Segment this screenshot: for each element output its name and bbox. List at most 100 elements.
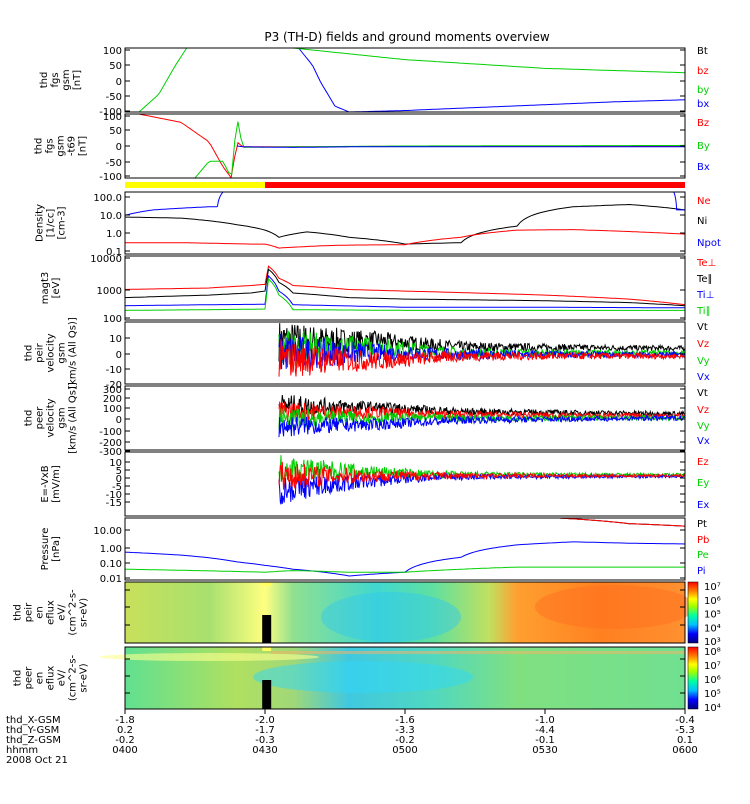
spectrogram-feature (270, 651, 685, 654)
tick-label: 50 (109, 126, 122, 137)
tick-label: 0 (116, 415, 122, 426)
tick-label: 10.00 (93, 526, 122, 537)
legend-Ez: Ez (697, 457, 709, 468)
panel-peir-spectrogram: 10⁷ 10⁶ 10⁵ 10⁴ 10³ thdpeirenefluxeV/(cm^2-s-… (13, 581, 721, 648)
tick-label: 100.0 (93, 193, 122, 204)
series-Pb (559, 518, 685, 527)
y-axis-label-line: velocity (46, 333, 57, 372)
status-segment (125, 182, 265, 188)
y-axis-label-line: eflux (46, 666, 57, 691)
y-axis-label-line: sr-eV) (79, 598, 90, 627)
series-By (194, 121, 685, 178)
series-Pe (125, 566, 685, 573)
colorbar-label: 10⁸ (704, 647, 721, 658)
x-axis-value: 0.1 (677, 735, 693, 746)
colorbar-label: 10⁴ (704, 703, 721, 714)
data-gap (262, 615, 272, 643)
y-axis-label: thdpeirvelocitygsm[km/s (All Qs)] (24, 317, 79, 389)
y-axis-label-line: fgs (45, 138, 56, 153)
x-axis-value: -3.3 (395, 725, 415, 736)
tick-label: 100 (103, 314, 122, 325)
tick-label: -50 (106, 92, 122, 103)
series-Npot (125, 192, 224, 216)
series-Te⊥ (125, 265, 685, 306)
panel-frame (124, 255, 686, 321)
legend-Ni: Ni (697, 216, 707, 227)
legend-Ne: Ne (697, 196, 711, 207)
y-axis-label-line: peer (35, 406, 46, 430)
tick-label: -50 (106, 158, 122, 169)
tick-label: 0.1 (106, 247, 122, 258)
colorbar-label: 10⁴ (704, 623, 721, 634)
panel-frame (124, 191, 686, 255)
y-axis-label-line: [cm-3] (57, 206, 68, 239)
y-axis-label-line: Pressure (40, 528, 51, 571)
tick-label: -100 (99, 427, 122, 438)
y-axis-label-line: peir (35, 342, 46, 362)
tick-label: 0 (116, 142, 122, 153)
panel-thd_fgs_gsm: 100 50 0 -50 -100 thdfgsgsm[nT] Bt bz by bx (39, 46, 709, 118)
y-axis-label-line: thd (13, 604, 24, 621)
x-axis-value: 0400 (112, 745, 137, 756)
series-Npot (673, 192, 685, 211)
legend-By: By (697, 141, 710, 152)
series-group (125, 192, 685, 249)
legend-Te∥: Te∥ (696, 274, 713, 285)
x-axis-value: -5.3 (675, 725, 695, 736)
series-Vz (278, 339, 685, 377)
y-axis-label: Density[1/cc][cm-3] (35, 204, 68, 242)
panel-frame (124, 451, 686, 517)
y-axis-label-line: (cm^2-s- (68, 589, 79, 636)
spectrogram-feature (321, 592, 461, 642)
y-axis-label: thdpeervelocitygsm[km/s (All Qs)] (24, 382, 79, 454)
series-Vy (278, 407, 685, 430)
legend-Ti∥: Ti∥ (696, 306, 711, 317)
panel-status-bar (125, 182, 685, 188)
legend-Pe: Pe (697, 550, 709, 561)
series-Te∥ (125, 268, 685, 307)
tick-label: -200 (99, 438, 122, 449)
tick-label: 0 (116, 474, 122, 485)
y-axis-label-line: velocity (46, 398, 57, 437)
x-axis-value: 0.2 (117, 725, 133, 736)
x-axis-row-label: thd_Z-GSM (6, 735, 61, 746)
spectrogram-feature (535, 585, 695, 629)
y-axis-label-line: gsm (57, 407, 68, 428)
series-group (278, 323, 685, 377)
spectrogram-feature (99, 653, 319, 661)
y-axis-label-line: en (35, 672, 46, 685)
legend-Pb: Pb (697, 535, 709, 546)
tick-label: 50 (109, 61, 122, 72)
panel-frame (124, 321, 686, 385)
x-axis-value: 0430 (252, 745, 277, 756)
series-group (138, 114, 685, 178)
y-axis-label-line: [km/s (All Qs)] (68, 382, 79, 454)
y-axis-label-line: magt3 (40, 272, 51, 305)
tick-label: 10 (109, 458, 122, 469)
y-axis-label-line: eV/ (57, 604, 68, 621)
y-axis-label-line: (cm^2-s- (68, 654, 79, 701)
legend-Pi: Pi (697, 566, 706, 577)
y-axis-label-line: gsm (57, 342, 68, 363)
tick-label: 200 (103, 394, 122, 405)
legend-Vx: Vx (697, 372, 710, 383)
legend-Npot: Npot (697, 238, 721, 249)
series-bx (298, 48, 685, 112)
series-Ti∥ (125, 277, 685, 311)
x-axis-value: -4.4 (535, 725, 555, 736)
x-axis-value: -1.6 (395, 715, 415, 726)
panel-frame (124, 47, 686, 113)
colorbar-label: 10³ (704, 637, 721, 648)
x-axis-row-label: thd_X-GSM (6, 715, 61, 726)
legend-bz: bz (697, 66, 709, 77)
x-axis-date: 2008 Oct 21 (6, 755, 68, 766)
tick-label: -300 (99, 447, 122, 458)
tick-label: 1.0 (106, 229, 122, 240)
tick-label: 0 (116, 350, 122, 361)
y-axis-label-line: sr-eV) (79, 663, 90, 692)
y-axis-label: Pressure[nPa] (40, 528, 62, 571)
y-axis-label-line: [nT] (72, 70, 83, 90)
